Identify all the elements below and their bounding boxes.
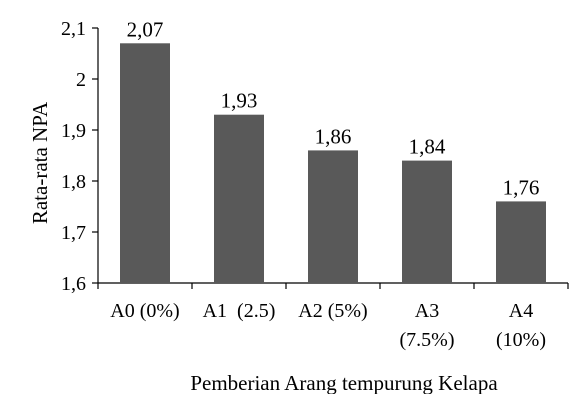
x-tick-label: (10%) xyxy=(496,329,546,351)
bars xyxy=(120,43,546,283)
x-tick-label: A3 xyxy=(415,300,439,322)
data-label: 2,07 xyxy=(127,17,164,41)
x-tick-label: A2 (5%) xyxy=(298,300,367,322)
y-tick-label: 1,6 xyxy=(61,273,86,295)
data-label: 1,86 xyxy=(315,124,352,148)
x-tick-label: A0 (0%) xyxy=(110,300,179,322)
y-tick-label: 2,1 xyxy=(61,18,86,40)
bar xyxy=(402,160,452,283)
bar xyxy=(308,150,358,283)
bar xyxy=(496,201,546,283)
x-tick-labels: A0 (0%) A1 (2.5) A2 (5%) A3 (7.5%) A4 (10%) xyxy=(110,300,546,351)
y-axis-title: Rata-rata NPA xyxy=(28,101,52,224)
x-tick-label: A1 (2.5) xyxy=(203,300,276,322)
y-tick-label: 1,8 xyxy=(61,171,86,193)
y-tick-label: 1,9 xyxy=(61,120,86,142)
bar xyxy=(214,114,264,283)
x-axis-ticks xyxy=(97,283,569,289)
y-axis-ticks: 2,1 2 1,9 1,8 1,7 1,6 xyxy=(61,18,98,295)
y-tick-label: 2 xyxy=(76,69,86,91)
data-label: 1,93 xyxy=(221,89,258,113)
x-tick-label: A4 xyxy=(509,300,533,322)
data-label: 1,76 xyxy=(503,175,540,199)
x-axis-title: Pemberian Arang tempurung Kelapa xyxy=(190,371,498,394)
plot-area: 2,1 2 1,9 1,8 1,7 1,6 2,07 1,93 1,86 1,84 1,76 A0… xyxy=(61,17,569,351)
data-labels: 2,07 1,93 1,86 1,84 1,76 xyxy=(127,17,540,199)
data-label: 1,84 xyxy=(409,135,446,159)
bar xyxy=(120,43,170,283)
x-tick-label: (7.5%) xyxy=(400,329,455,351)
y-tick-label: 1,7 xyxy=(61,222,86,244)
